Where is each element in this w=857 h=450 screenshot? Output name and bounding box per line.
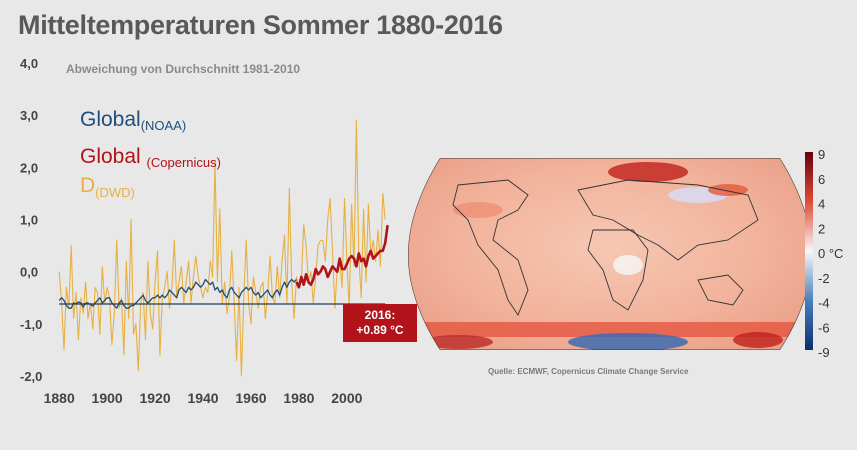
x-axis-ticks: 1880 1900 1920 1940 1960 1980 2000 xyxy=(44,390,363,406)
x-tick-label: 1880 xyxy=(44,390,75,406)
legend-copernicus: Global (Copernicus) xyxy=(80,145,221,170)
series-layer xyxy=(58,119,389,377)
colorbar-tick-label: -2 xyxy=(818,271,830,286)
y-tick-label: 1,0 xyxy=(20,213,38,228)
colorbar-tick-label: 9 xyxy=(818,150,825,162)
legend-noaa: Global(NOAA) xyxy=(80,108,186,133)
y-tick-label: 4,0 xyxy=(20,56,38,71)
colorbar-tick-label: -4 xyxy=(818,296,830,311)
series-line-noaa xyxy=(58,278,297,309)
colorbar xyxy=(805,152,813,350)
colorbar-ticks: 9 6 4 2 0 °C -2 -4 -6 -9 xyxy=(818,150,843,360)
y-tick-label: 0,0 xyxy=(20,265,38,280)
y-tick-label: -2,0 xyxy=(20,369,42,384)
page-title: Mitteltemperaturen Sommer 1880-2016 xyxy=(18,10,503,40)
world-anomaly-map: 9 6 4 2 0 °C -2 -4 -6 -9 xyxy=(408,150,843,360)
chart-subtitle: Abweichung von Durchschnitt 1981-2010 xyxy=(66,62,301,76)
colorbar-tick-label: 0 °C xyxy=(818,246,843,261)
y-tick-label: -1,0 xyxy=(20,317,42,332)
colorbar-tick-label: 6 xyxy=(818,172,825,187)
x-tick-label: 1940 xyxy=(187,390,218,406)
x-tick-label: 2000 xyxy=(331,390,362,406)
colorbar-tick-label: 2 xyxy=(818,221,825,236)
x-tick-label: 1920 xyxy=(139,390,170,406)
x-tick-label: 1900 xyxy=(92,390,123,406)
legend: Global(NOAA) Global (Copernicus) D(DWD) xyxy=(80,108,221,200)
colorbar-tick-label: -6 xyxy=(818,320,830,335)
callout-2016: 2016: +0.89 °C xyxy=(343,304,417,342)
series-line-dwd xyxy=(58,119,386,377)
source-caption: Quelle: ECMWF, Copernicus Climate Change… xyxy=(488,367,689,376)
map-body xyxy=(408,158,812,350)
callout-year: 2016: xyxy=(364,308,396,322)
legend-dwd: D(DWD) xyxy=(80,174,135,200)
y-tick-label: 3,0 xyxy=(20,108,38,123)
series-line-copernicus xyxy=(295,225,389,289)
y-tick-label: 2,0 xyxy=(20,160,38,175)
callout-value: +0.89 °C xyxy=(356,323,404,337)
colorbar-tick-label: -9 xyxy=(818,345,830,360)
colorbar-tick-label: 4 xyxy=(818,197,825,212)
y-axis-ticks: 4,0 3,0 2,0 1,0 0,0 -1,0 -2,0 xyxy=(20,56,42,384)
x-tick-label: 1980 xyxy=(283,390,314,406)
x-tick-label: 1960 xyxy=(235,390,266,406)
